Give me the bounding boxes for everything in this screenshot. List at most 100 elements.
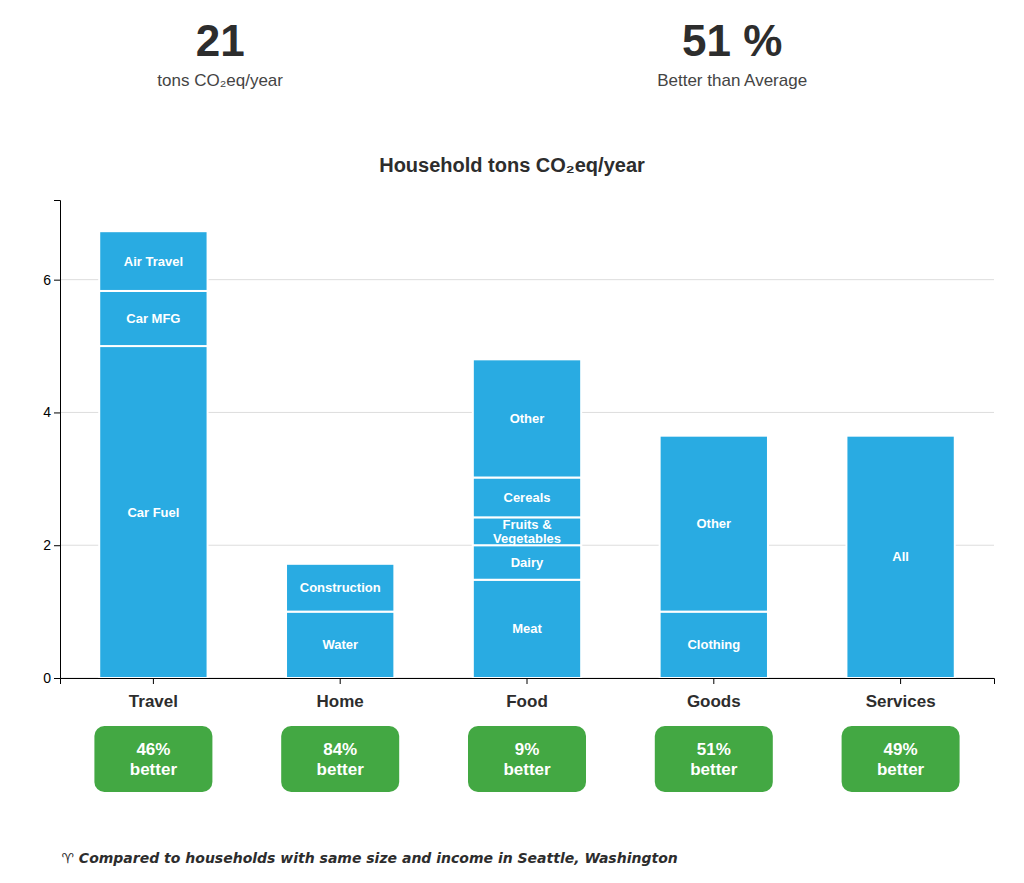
bar-segment: [473, 517, 581, 545]
badge-label-line: 84%: [323, 740, 357, 759]
footer: ♈ Compared to households with same size …: [61, 850, 677, 866]
chart: 21 tons CO₂eq/year 51 % Better than Average…: [0, 0, 1024, 883]
segment-label: Other: [510, 411, 545, 426]
badge: [468, 726, 586, 792]
segment-label-line: Meat: [512, 621, 542, 636]
segment-label-line: Construction: [300, 580, 381, 595]
badge-label: 51%better: [690, 740, 738, 779]
segment-label-line: All: [892, 549, 909, 564]
segment-label: Meat: [512, 621, 542, 636]
bar-segment: [99, 346, 207, 678]
header-caption: Better than Average: [657, 71, 807, 90]
segment-label-line: Clothing: [687, 637, 740, 652]
tick-mark: [713, 678, 714, 684]
tick-mark: [54, 280, 60, 281]
segment-label-line: Other: [510, 411, 545, 426]
axis-line: [61, 679, 995, 685]
tick: Goods: [687, 678, 741, 711]
segment-label-line: Air Travel: [124, 254, 183, 269]
segment-label: Other: [696, 516, 731, 531]
segment-label: Water: [322, 637, 358, 652]
tick-mark: [153, 678, 154, 684]
segment-label-line: Car MFG: [126, 311, 180, 326]
badge-label-line: better: [877, 760, 925, 779]
bars: [99, 231, 955, 678]
segment-label-line: Vegetables: [493, 531, 561, 546]
bar-segment: [473, 359, 581, 477]
badge-label-line: 51%: [697, 740, 731, 759]
badge-label-line: better: [503, 760, 551, 779]
segment-label-line: Fruits &: [502, 517, 551, 532]
badge-label: 49%better: [877, 740, 925, 779]
segment-label-line: Water: [322, 637, 358, 652]
plot-area: 0246TravelHomeFoodGoodsServicesCar FuelC…: [43, 201, 994, 712]
bar-segment: [660, 436, 768, 612]
segment-label-line: Other: [696, 516, 731, 531]
badge: [842, 726, 960, 792]
tick: 4: [43, 404, 60, 420]
tick: 0: [43, 670, 60, 686]
tick: 2: [43, 537, 60, 553]
tick-label: Home: [317, 692, 364, 711]
segment-label: Dairy: [511, 555, 544, 570]
tick-label: Food: [506, 692, 548, 711]
tick-label: 4: [43, 404, 51, 420]
tick-mark: [527, 678, 528, 684]
tick-label: Travel: [129, 692, 178, 711]
tick-mark: [54, 678, 60, 679]
bar-segment: [660, 612, 768, 678]
tick-label: 6: [43, 272, 51, 288]
badge: [281, 726, 399, 792]
segment-label: Air Travel: [124, 254, 183, 269]
y-axis: 0 2 4 6: [43, 201, 60, 686]
x-axis: Travel Home Food Goods Services: [61, 678, 995, 711]
tick-label: Services: [866, 692, 936, 711]
tick-label: Goods: [687, 692, 741, 711]
badge-label-line: 46%: [136, 740, 170, 759]
segment-label-line: Car Fuel: [127, 505, 179, 520]
segment-label: Cereals: [504, 490, 551, 505]
bar-segment: [286, 564, 394, 612]
bar-segment: [473, 545, 581, 580]
segment-label: Fruits &Vegetables: [493, 517, 561, 546]
badge: [94, 726, 212, 792]
badge-label: 46%better: [130, 740, 178, 779]
tick-label: 0: [43, 670, 51, 686]
header-value: 21: [196, 16, 245, 65]
tick: Home: [317, 678, 364, 711]
tick-mark: [340, 678, 341, 684]
tick: 6: [43, 272, 60, 288]
tick-label: 2: [43, 537, 51, 553]
tick-mark: [54, 545, 60, 546]
header-value: 51 %: [682, 16, 782, 65]
segment-label: Car Fuel: [127, 505, 179, 520]
badge-label: 84%better: [317, 740, 365, 779]
bar-segment: [846, 436, 954, 678]
bar-segment: [99, 291, 207, 346]
tick: Travel: [129, 678, 178, 711]
tick-mark: [54, 412, 60, 413]
badge: [655, 726, 773, 792]
axis-line: [54, 201, 61, 679]
badge-label-line: 49%: [884, 740, 918, 759]
bar-segment: [286, 612, 394, 678]
segment-label-line: Cereals: [504, 490, 551, 505]
segment-label: All: [892, 549, 909, 564]
tick: Food: [506, 678, 548, 711]
bar-segment: [99, 231, 207, 291]
bar-segment: [473, 478, 581, 518]
badge-label: 9%better: [503, 740, 551, 779]
segment-label-line: Dairy: [511, 555, 544, 570]
badge-label-line: 9%: [515, 740, 540, 759]
segment-labels: Car Fuel Car MFG Air Travel Water Constructi…: [124, 254, 909, 653]
badge-label-line: better: [130, 760, 178, 779]
bar-segment: [473, 580, 581, 678]
header-caption: tons CO₂eq/year: [157, 71, 283, 90]
grid: [60, 280, 994, 678]
segment-label: Clothing: [687, 637, 740, 652]
badge-label-line: better: [690, 760, 738, 779]
title: Household tons CO₂eq/year: [379, 154, 645, 176]
segment-label: Construction: [300, 580, 381, 595]
segment-label: Car MFG: [126, 311, 180, 326]
badges: 46%better84%better9%better51%better49%be…: [94, 726, 959, 792]
